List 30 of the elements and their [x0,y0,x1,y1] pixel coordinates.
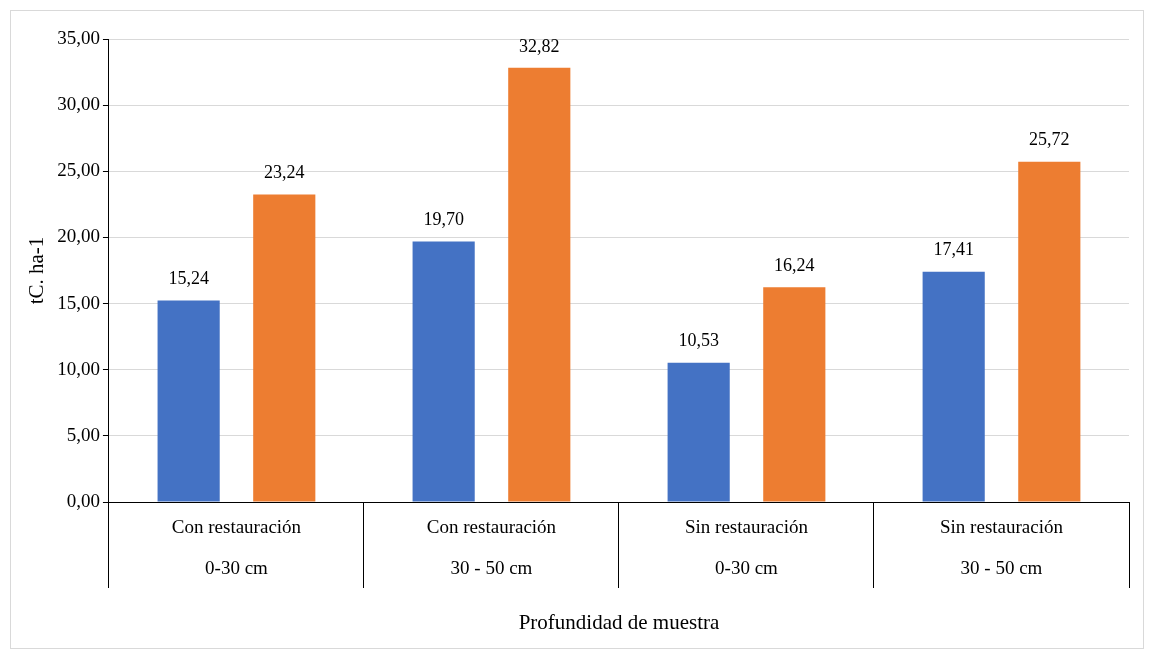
y-tick-label: 35,00 [57,26,100,48]
y-tick-label: 25,00 [57,159,100,181]
bar [667,362,730,502]
y-tick-label: 30,00 [57,93,100,115]
y-axis-title: tC. ha-1 [24,236,49,305]
data-label: 17,41 [933,239,974,260]
bar [157,300,220,502]
x-tick-label: Con restauración 30 - 50 cm [426,516,557,579]
data-label: 23,24 [264,162,305,183]
x-tick-label: Con restauración 0-30 cm [171,516,302,579]
data-label: 32,82 [519,35,560,56]
y-tick-label: 0,00 [66,489,100,511]
data-label: 19,70 [423,209,464,230]
data-label: 10,53 [678,330,719,351]
y-tick-label: 15,00 [57,291,100,313]
data-label: 15,24 [168,268,209,289]
bar [412,241,475,502]
y-tick-label: 20,00 [57,225,100,247]
bar [922,271,985,502]
y-tick-label: 10,00 [57,357,100,379]
data-label: 16,24 [774,254,815,275]
y-tick-label: 5,00 [66,423,100,445]
bar [508,67,571,502]
bar [253,194,316,502]
x-tick-label: Sin restauración 0-30 cm [685,516,809,579]
x-axis-title: Profundidad de muestra [518,609,720,634]
bar [1018,161,1081,502]
x-tick-label: Sin restauración 30 - 50 cm [940,516,1064,579]
bar [763,287,826,502]
data-label: 25,72 [1029,129,1070,150]
